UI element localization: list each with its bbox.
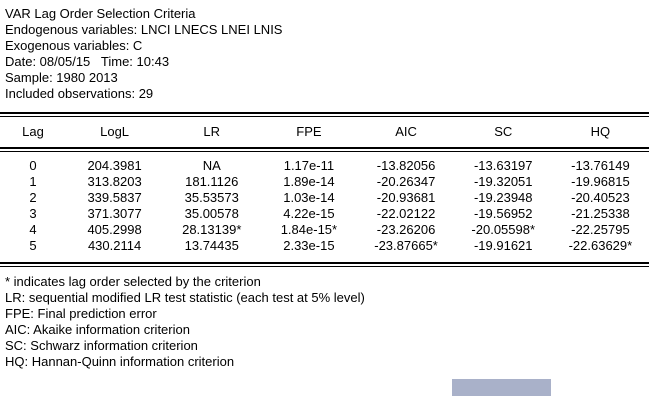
note-lr: LR: sequential modified LR test statisti… bbox=[5, 290, 365, 305]
table-row: 1 313.8203 181.1126 1.89e-14 -20.26347 -… bbox=[0, 174, 649, 190]
cell-aic: -13.82056 bbox=[376, 158, 436, 173]
table-row: 5 430.2114 13.74435 2.33e-15 -23.87665* … bbox=[0, 238, 649, 254]
column-header-lag: Lag bbox=[22, 124, 44, 139]
sample-line: Sample: 1980 2013 bbox=[5, 70, 118, 85]
cell-lr: NA bbox=[202, 158, 221, 173]
page-title: VAR Lag Order Selection Criteria bbox=[5, 6, 196, 21]
column-header-fpe: FPE bbox=[296, 124, 322, 139]
cell-fpe: 1.84e-15* bbox=[280, 222, 338, 237]
table-row: 0 204.3981 NA 1.17e-11 -13.82056 -13.631… bbox=[0, 158, 649, 174]
cell-hq: -22.63629* bbox=[568, 238, 633, 253]
cell-lag: 1 bbox=[29, 174, 37, 189]
cell-logl: 204.3981 bbox=[87, 158, 142, 173]
endogenous-variables-line: Endogenous variables: LNCI LNECS LNEI LN… bbox=[5, 22, 283, 37]
table-row: 4 405.2998 28.13139* 1.84e-15* -23.26206… bbox=[0, 222, 649, 238]
included-observations-line: Included observations: 29 bbox=[5, 86, 154, 101]
cell-hq: -20.40523 bbox=[571, 190, 630, 205]
column-header-logl: LogL bbox=[100, 124, 130, 139]
output-header: VAR Lag Order Selection Criteria Endogen… bbox=[0, 0, 663, 102]
cell-aic: -20.26347 bbox=[376, 174, 436, 189]
cell-aic: -20.93681 bbox=[376, 190, 436, 205]
cell-lr: 181.1126 bbox=[185, 174, 239, 189]
date-time-line: Date: 08/05/15 Time: 10:43 bbox=[5, 54, 170, 69]
cell-sc: -19.56952 bbox=[473, 206, 533, 221]
criteria-notes: * indicates lag order selected by the cr… bbox=[0, 267, 663, 370]
cell-sc: -19.32051 bbox=[473, 174, 533, 189]
column-header-sc: SC bbox=[494, 124, 513, 139]
cell-hq: -22.25795 bbox=[571, 222, 630, 237]
table-top-rule bbox=[0, 112, 649, 117]
cell-lr: 13.74435 bbox=[184, 238, 239, 253]
column-header-aic: AIC bbox=[395, 124, 417, 139]
cell-logl: 405.2998 bbox=[87, 222, 142, 237]
cell-lag: 4 bbox=[29, 222, 37, 237]
cell-sc: -13.63197 bbox=[473, 158, 533, 173]
cell-lag: 2 bbox=[29, 190, 37, 205]
cell-logl: 313.8203 bbox=[87, 174, 142, 189]
cell-hq: -19.96815 bbox=[571, 174, 630, 189]
cell-fpe: 4.22e-15 bbox=[283, 206, 335, 221]
cell-fpe: 1.89e-14 bbox=[283, 174, 335, 189]
note-fpe: FPE: Final prediction error bbox=[5, 306, 157, 321]
cell-sc: -20.05598* bbox=[471, 222, 536, 237]
note-hq: HQ: Hannan-Quinn information criterion bbox=[5, 354, 235, 369]
cell-lr: 28.13139* bbox=[182, 222, 242, 237]
cell-fpe: 1.03e-14 bbox=[283, 190, 335, 205]
cell-hq: -21.25338 bbox=[571, 206, 630, 221]
cell-aic: -23.26206 bbox=[376, 222, 436, 237]
table-row: 2 339.5837 35.53573 1.03e-14 -20.93681 -… bbox=[0, 190, 649, 206]
table-bottom-rule bbox=[0, 262, 649, 267]
column-header-hq: HQ bbox=[590, 124, 611, 139]
cell-lag: 0 bbox=[29, 158, 37, 173]
cell-logl: 430.2114 bbox=[87, 238, 142, 253]
cell-lag: 5 bbox=[29, 238, 37, 253]
cell-fpe: 2.33e-15 bbox=[283, 238, 335, 253]
cell-sc: -19.23948 bbox=[473, 190, 533, 205]
table-row: 3 371.3077 35.00578 4.22e-15 -22.02122 -… bbox=[0, 206, 649, 222]
note-sc: SC: Schwarz information criterion bbox=[5, 338, 198, 353]
cell-logl: 339.5837 bbox=[87, 190, 142, 205]
exogenous-variables-line: Exogenous variables: C bbox=[5, 38, 143, 53]
cell-sc: -19.91621 bbox=[473, 238, 533, 253]
selection-highlight bbox=[452, 379, 551, 396]
cell-lr: 35.00578 bbox=[184, 206, 239, 221]
table-body: 0 204.3981 NA 1.17e-11 -13.82056 -13.631… bbox=[0, 152, 649, 262]
cell-logl: 371.3077 bbox=[87, 206, 142, 221]
cell-hq: -13.76149 bbox=[571, 158, 630, 173]
note-aic: AIC: Akaike information criterion bbox=[5, 322, 190, 337]
column-header-lr: LR bbox=[203, 124, 221, 139]
table-header-row: Lag LogL LR FPE AIC SC HQ bbox=[0, 117, 649, 147]
cell-lag: 3 bbox=[29, 206, 37, 221]
cell-fpe: 1.17e-11 bbox=[283, 158, 335, 173]
cell-aic: -23.87665* bbox=[374, 238, 438, 253]
cell-aic: -22.02122 bbox=[376, 206, 436, 221]
note-asterisk: * indicates lag order selected by the cr… bbox=[5, 274, 261, 289]
table-header-rule bbox=[0, 147, 649, 152]
cell-lr: 35.53573 bbox=[184, 190, 239, 205]
lag-selection-table: Lag LogL LR FPE AIC SC HQ 0 204.3981 NA … bbox=[0, 112, 649, 267]
